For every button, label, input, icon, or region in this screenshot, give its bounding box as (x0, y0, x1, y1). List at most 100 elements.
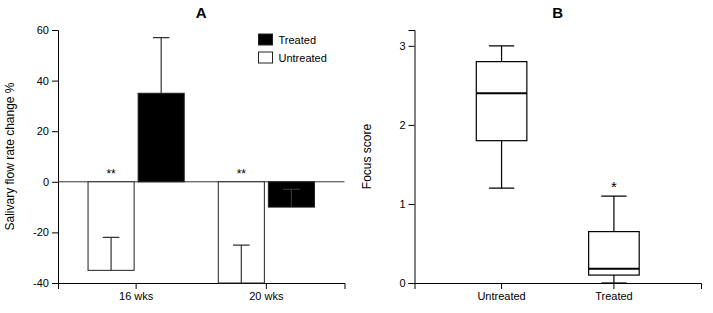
error-bar-stem (291, 189, 292, 207)
y-tick-label: 0 (399, 277, 405, 289)
y-tick-label: 60 (37, 24, 49, 36)
y-axis-line (409, 31, 416, 284)
box-body (589, 232, 640, 275)
box-median (589, 268, 640, 270)
x-tick-label: 20 wks (249, 290, 284, 302)
y-tick-label: 20 (37, 125, 49, 137)
y-tick-mark (409, 204, 415, 205)
y-tick-label: -40 (33, 277, 49, 289)
whisker-cap-low (601, 282, 626, 283)
error-bar (283, 189, 300, 207)
y-tick-mark (409, 125, 415, 126)
whisker-high (501, 46, 502, 62)
x-tick: Untreated (477, 283, 525, 302)
error-bar-cap (103, 237, 120, 238)
panel: A Salivary flow rate change % -40 -20 0 20 40 6… (3, 4, 345, 302)
legend: Treated Untreated (259, 34, 327, 64)
y-tick-mark (52, 30, 58, 31)
y-axis-title: Salivary flow rate change % (3, 82, 17, 230)
y-tick-mark (52, 283, 58, 284)
title: A (196, 4, 207, 21)
box-body (476, 62, 527, 141)
y-tick: -20 (33, 226, 58, 238)
whisker-low (613, 275, 614, 283)
bar (268, 182, 314, 207)
x-tick-label: Treated (595, 290, 633, 302)
y-tick: 2 (399, 119, 414, 131)
plot-area (58, 38, 345, 283)
y-tick-mark (52, 81, 58, 82)
y-tick-label: -20 (33, 226, 49, 238)
panel: B Focus score 0 1 2 3 Untreated Treated * (360, 4, 702, 302)
plot-area (476, 46, 639, 283)
y-tick: 1 (399, 198, 414, 210)
y-tick-label: 2 (399, 119, 405, 131)
legend-item: Treated (259, 34, 317, 46)
error-bar-stem (161, 38, 162, 94)
annotation: * (611, 178, 617, 195)
x-tick: 16 wks (119, 283, 154, 302)
error-bar (233, 245, 250, 283)
y-axis-title: Focus score (360, 123, 374, 189)
error-bar (153, 38, 170, 94)
legend-item: Untreated (259, 52, 327, 64)
series (88, 182, 264, 283)
y-tick-mark (52, 232, 58, 233)
y-tick: 3 (399, 40, 414, 52)
annotation: ** (106, 167, 116, 181)
error-bar-cap (153, 37, 170, 38)
error-bar-cap (233, 244, 250, 245)
figure: ASalivary flow rate change %-40-20020406… (0, 0, 713, 313)
y-axis: 0 1 2 3 (399, 31, 415, 290)
y-tick-mark (52, 131, 58, 132)
y-tick: -40 (33, 277, 58, 289)
legend-swatch (259, 34, 273, 45)
whisker-cap-high (489, 45, 514, 46)
x-tick: 20 wks (249, 283, 284, 302)
error-bar-cap (283, 189, 300, 190)
y-tick-label: 0 (43, 176, 49, 188)
y-tick: 60 (37, 24, 58, 36)
error-bar-stem (110, 237, 111, 270)
bar (218, 182, 264, 283)
y-tick: 0 (399, 277, 414, 289)
y-tick-mark (52, 182, 58, 183)
whisker-cap-low (489, 188, 514, 189)
y-tick: 0 (43, 176, 58, 188)
y-axis: -40 -20 0 20 40 60 (33, 24, 58, 289)
x-tick-mark (266, 283, 267, 289)
x-tick-mark (501, 283, 502, 289)
x-axis: Untreated Treated (415, 283, 702, 302)
whisker-low (501, 141, 502, 188)
x-axis-line (415, 284, 702, 290)
x-tick: Treated (595, 283, 633, 302)
whisker-high (613, 196, 614, 232)
y-tick: 20 (37, 125, 58, 137)
y-tick-mark (409, 283, 415, 284)
x-tick-label: Untreated (477, 290, 525, 302)
legend-swatch (259, 52, 273, 63)
error-bar-stem (241, 245, 242, 283)
y-tick-label: 1 (399, 198, 405, 210)
box (589, 196, 640, 283)
whisker-cap-high (601, 195, 626, 196)
x-axis-line (59, 284, 346, 290)
y-tick-label: 3 (399, 40, 405, 52)
box (476, 46, 527, 188)
x-tick-mark (136, 283, 137, 289)
y-tick-label: 40 (37, 75, 49, 87)
x-tick-mark (613, 283, 614, 289)
x-tick-label: 16 wks (119, 290, 154, 302)
legend-label: Untreated (279, 52, 327, 64)
y-tick: 40 (37, 75, 58, 87)
annotation: ** (237, 167, 247, 181)
legend-label: Treated (279, 34, 317, 46)
y-axis-line (52, 31, 59, 284)
title: B (552, 4, 563, 21)
x-axis: 16 wks 20 wks (59, 283, 346, 302)
error-bar (103, 237, 120, 270)
y-tick-mark (409, 46, 415, 47)
box-median (476, 92, 527, 94)
bar (138, 93, 184, 182)
bar (88, 182, 134, 271)
